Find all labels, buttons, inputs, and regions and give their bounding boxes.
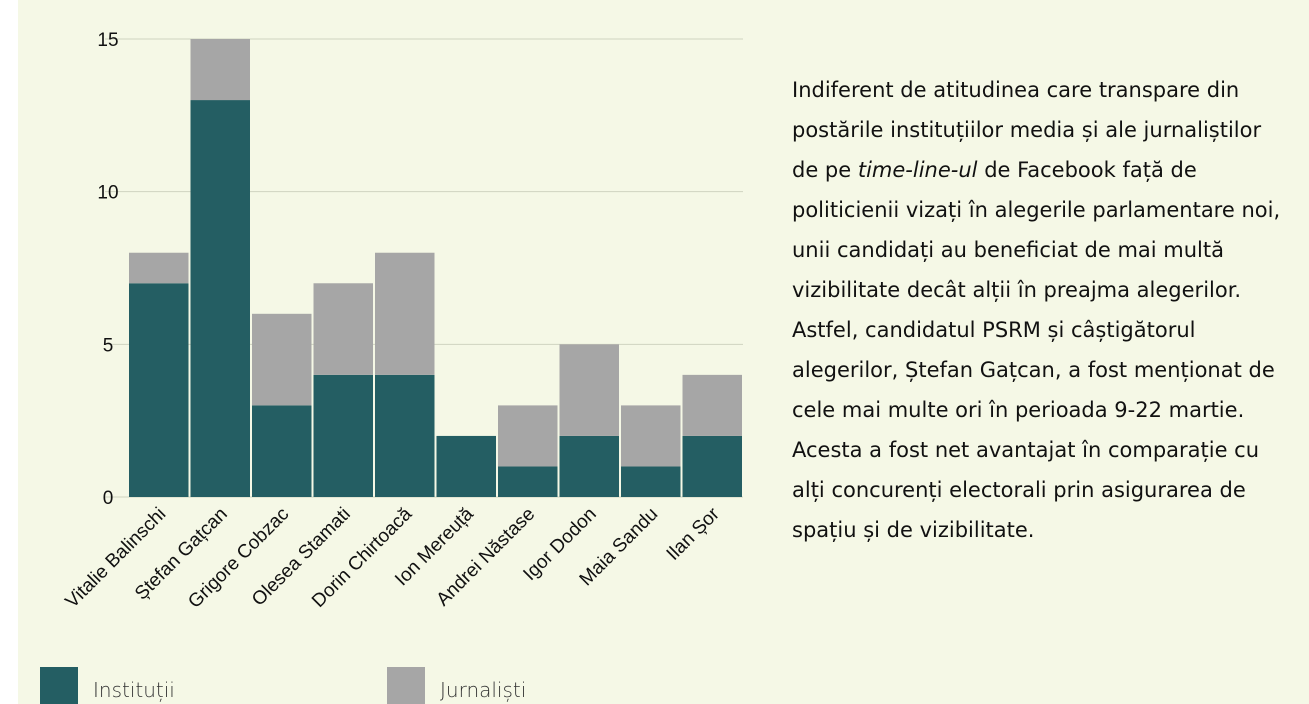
bar-segment xyxy=(682,374,742,436)
bar-segment xyxy=(252,405,312,497)
bar-segment xyxy=(621,466,681,497)
y-tick-label: 15 xyxy=(97,30,118,51)
bar-segment xyxy=(129,252,189,284)
text: de Facebook față de politicienii vizați … xyxy=(792,158,1281,542)
bar-segment xyxy=(682,435,742,497)
legend-swatch xyxy=(40,667,78,704)
x-tick-label: Ilan Șor xyxy=(663,503,725,565)
bar-segment xyxy=(559,435,619,497)
text-italic: time-line-ul xyxy=(857,158,978,182)
bar-segment xyxy=(559,344,619,436)
bar-segment xyxy=(252,313,312,406)
bar-segment xyxy=(498,405,558,467)
y-tick-label: 5 xyxy=(103,335,114,356)
bar-segment xyxy=(498,466,558,497)
y-tick-label: 0 xyxy=(103,488,114,509)
bar-segment xyxy=(375,252,435,375)
bar-segment xyxy=(190,39,250,101)
text: Indiferent de atitudinea care transpare … xyxy=(792,78,1262,182)
bar-segment xyxy=(129,283,189,497)
paragraph: Indiferent de atitudinea care transpare … xyxy=(792,70,1292,550)
bar-segment xyxy=(190,100,250,498)
bar-segment xyxy=(375,374,435,497)
bar-segment xyxy=(621,405,681,467)
legend-label: Instituții xyxy=(93,678,175,702)
bar-segment xyxy=(313,283,373,375)
legend-swatch xyxy=(387,667,425,704)
y-tick-label: 10 xyxy=(97,183,118,204)
legend-label: Jurnaliști xyxy=(440,678,526,702)
bar-segment xyxy=(436,435,496,497)
bar-segment xyxy=(313,374,373,497)
